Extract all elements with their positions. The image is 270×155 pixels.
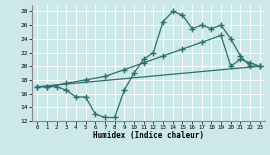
X-axis label: Humidex (Indice chaleur): Humidex (Indice chaleur) (93, 131, 204, 140)
